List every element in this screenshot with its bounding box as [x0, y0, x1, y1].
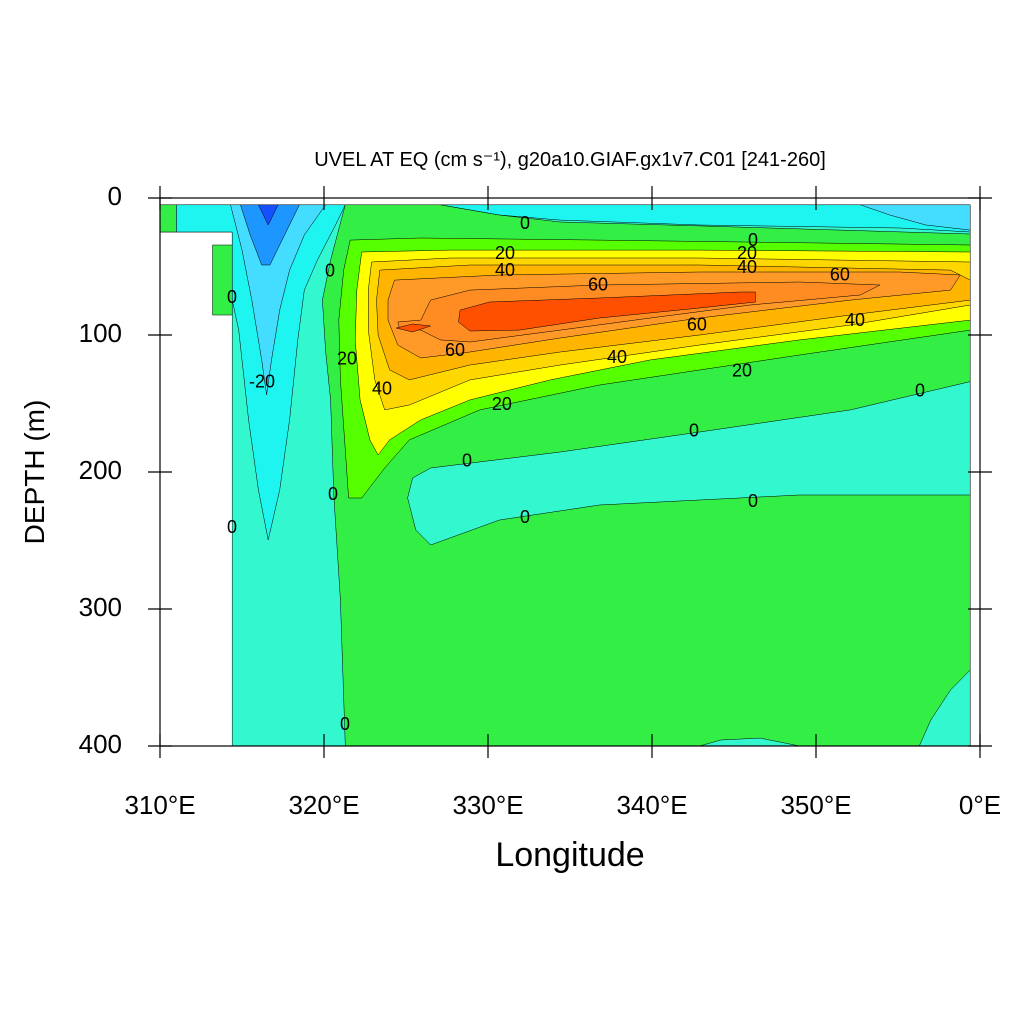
contour-label: 60	[588, 275, 608, 295]
contour-label: 40	[495, 260, 515, 280]
y-tick-label: 0	[108, 181, 122, 211]
contour-label: 20	[495, 243, 515, 263]
y-tick-label: 300	[79, 592, 122, 622]
contour-region	[240, 204, 300, 266]
contour-label: 60	[830, 265, 850, 285]
contour-label: 0	[915, 381, 925, 401]
chart-title: UVEL AT EQ (cm s⁻¹), g20a10.GIAF.gx1v7.C…	[314, 149, 826, 171]
contour-region	[212, 244, 233, 316]
contour-label: 40	[845, 310, 865, 330]
contour-label: 0	[328, 484, 338, 504]
contour-region	[860, 204, 971, 231]
contour-label: 0	[520, 507, 530, 527]
x-tick-label: 350°E	[780, 790, 851, 820]
y-tick-label: 400	[79, 729, 122, 759]
plot-area	[159, 204, 971, 747]
contour-label: 20	[737, 243, 757, 263]
y-tick-label: 200	[79, 455, 122, 485]
contour-label: 20	[337, 349, 357, 369]
contour-label: 40	[607, 347, 627, 367]
contour-label: 20	[492, 394, 512, 414]
contour-region	[258, 204, 279, 226]
x-tick-label: 340°E	[616, 790, 687, 820]
contour-region	[407, 381, 971, 546]
x-tick-label: 0°E	[959, 790, 1001, 820]
contour-label: 40	[737, 257, 757, 277]
contour-label: 0	[227, 517, 237, 537]
contour-region	[230, 204, 326, 396]
contour-label: 60	[687, 315, 707, 335]
axes: 310°E 320°E 330°E 340°E 350°E 0°E010020030040…	[79, 181, 1001, 820]
contour-region	[919, 669, 971, 747]
x-tick-label: 320°E	[288, 790, 359, 820]
y-tick-label: 100	[79, 318, 122, 348]
contour-label: -20	[249, 372, 275, 392]
x-tick-label: 310°E	[124, 790, 195, 820]
contour-label: 0	[325, 261, 335, 281]
contour-label: 40	[372, 379, 392, 399]
contour-label: 0	[520, 213, 530, 233]
contour-label: 0	[748, 491, 758, 511]
y-axis-label: DEPTH (m)	[19, 400, 50, 545]
contour-label: 0	[689, 421, 699, 441]
contour-label: 0	[227, 287, 237, 307]
contour-label: 0	[748, 230, 758, 250]
contour-region	[395, 323, 431, 333]
x-tick-label: 330°E	[452, 790, 523, 820]
contour-region	[458, 291, 756, 332]
contour-label: 60	[445, 340, 465, 360]
contour-region	[159, 204, 177, 233]
contour-label: 20	[732, 361, 752, 381]
x-axis-label: Longitude	[495, 836, 644, 874]
contour-label: 0	[462, 451, 472, 471]
contour-label: 0	[340, 714, 350, 734]
